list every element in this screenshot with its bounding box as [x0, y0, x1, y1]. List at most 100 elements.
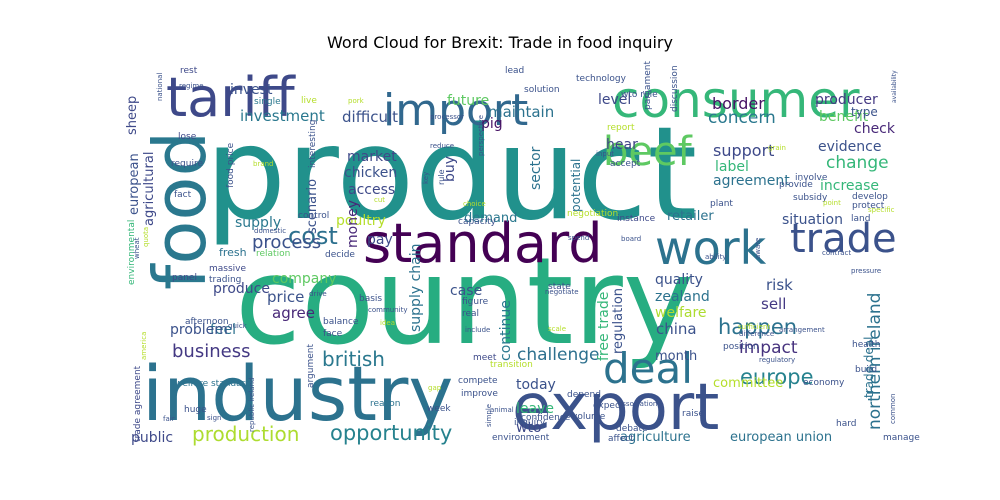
word-market: market — [347, 149, 397, 165]
word-check: check — [854, 121, 896, 137]
word-free-trade: free trade — [596, 292, 612, 361]
word-capacity: capacity — [458, 217, 497, 227]
word-northern-ireland: northern ireland — [865, 293, 885, 430]
word-regulation: regulation — [611, 288, 626, 354]
word-border: border — [712, 94, 765, 113]
word-report: report — [607, 123, 635, 133]
word-support: support — [713, 141, 774, 160]
word-idea: idea — [380, 319, 395, 327]
word-situation: situation — [782, 212, 843, 228]
word-today: today — [516, 377, 556, 393]
word-land: land — [851, 214, 870, 224]
word-panel: panel — [172, 273, 197, 283]
word-sufficient: sufficient — [738, 323, 770, 331]
word-process: process — [252, 232, 321, 253]
word-british: british — [322, 347, 385, 371]
word-agree: agree — [272, 304, 315, 322]
word-difficult: difficult — [342, 108, 398, 126]
word-control: control — [298, 211, 329, 221]
word-sheep: sheep — [125, 96, 140, 135]
word-evidence: evidence — [818, 139, 881, 155]
word-concern: concern — [708, 108, 776, 128]
word-committee: committee — [713, 376, 783, 391]
word-compete: compete — [458, 376, 498, 386]
word-increase: increase — [820, 178, 879, 194]
word-interesting: interesting — [308, 120, 318, 168]
word-single: single — [254, 97, 281, 107]
word-continue: continue — [498, 300, 514, 361]
word-hear: hear — [606, 137, 638, 153]
word-plant: plant — [710, 199, 733, 209]
word-business: business — [172, 341, 250, 362]
word-consumer: consumer — [612, 71, 860, 129]
word-quick: quick — [228, 322, 248, 330]
word-feel: feel — [210, 322, 236, 338]
word-develop: develop — [852, 192, 888, 202]
word-trade-deal: trade deal — [862, 337, 876, 399]
word-provide: provide — [779, 180, 813, 190]
word-include: include — [465, 326, 490, 334]
word-ability: ability — [705, 253, 726, 261]
word-arrangement: arrangement — [779, 326, 825, 334]
word-quality: quality — [655, 272, 703, 288]
word-relation: relation — [256, 249, 290, 259]
chart-title: Word Cloud for Brexit: Trade in food inq… — [327, 33, 673, 52]
word-food: food — [138, 131, 222, 290]
word-parliament: parliament — [643, 61, 653, 110]
word-quota: quota — [142, 227, 150, 247]
word-pay: pay — [367, 232, 393, 248]
word-simple: simple — [485, 404, 493, 427]
word-argument: argument — [306, 344, 316, 388]
word-require: require — [171, 159, 203, 169]
word-america: america — [140, 332, 148, 360]
word-raise: raise — [682, 409, 704, 419]
word-sell: sell — [761, 295, 786, 313]
word-association: association — [618, 400, 657, 408]
word-volume: volume — [572, 412, 606, 422]
word-europe: europe — [740, 365, 814, 389]
word-sign: sign — [207, 414, 221, 422]
word-impact: impact — [739, 338, 798, 358]
word-point: point — [823, 199, 841, 207]
word-board: board — [621, 235, 641, 243]
word-difference: difference — [739, 330, 774, 338]
word-chicken: chicken — [344, 165, 397, 181]
word-export: export — [512, 371, 719, 445]
word-type: type — [851, 105, 878, 119]
word-real: real — [462, 309, 479, 319]
word-position: position — [723, 342, 759, 352]
word-environmental: environmental — [127, 220, 137, 285]
word-sector: sector — [528, 146, 544, 190]
word-potential: potential — [569, 159, 583, 212]
word-challenge: challenge — [517, 345, 599, 365]
word-regulatory: regulatory — [759, 356, 795, 364]
word-standard: standard — [363, 212, 603, 275]
word-happen: happen — [718, 315, 797, 339]
word-trade: trade — [790, 216, 897, 262]
word-instance: instance — [617, 214, 656, 224]
word-reason: reason — [370, 399, 400, 409]
word-huge: huge — [184, 405, 207, 415]
word-pig: pig — [481, 116, 503, 132]
word-health: health — [852, 340, 881, 350]
word-access: access — [348, 182, 395, 198]
word-zealand: zealand — [655, 289, 710, 305]
word-rest: rest — [180, 66, 198, 76]
word-specific: specific — [868, 206, 895, 214]
word-wto-rule: wto rule — [621, 90, 658, 100]
word-perspective: perspective — [477, 115, 485, 156]
word-label: label — [715, 159, 749, 175]
word-retailer: retailer — [667, 209, 714, 224]
word-common: common — [889, 394, 897, 425]
word-industry: industry — [142, 349, 453, 438]
word-drive: drive — [309, 290, 327, 298]
word-leave: leave — [516, 401, 554, 417]
word-invest: invest — [230, 82, 273, 98]
word-regime: regime — [179, 82, 204, 90]
word-face: face — [323, 329, 343, 339]
word-contract: contract — [822, 249, 851, 257]
word-brand: brand — [253, 160, 274, 168]
word-cost: cost — [288, 222, 338, 250]
word-meet: meet — [473, 353, 497, 363]
